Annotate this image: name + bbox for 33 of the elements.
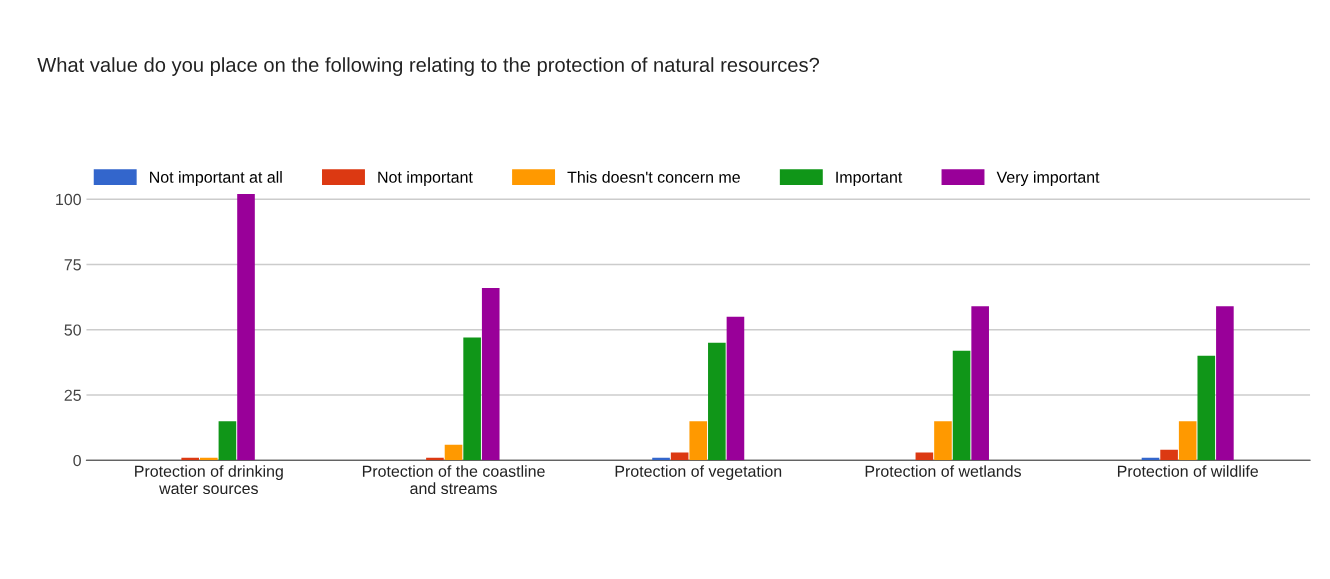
y-tick-label: 75 bbox=[64, 259, 81, 271]
bar bbox=[1216, 306, 1234, 461]
y-tick-label: 0 bbox=[73, 454, 81, 467]
bar bbox=[915, 452, 934, 461]
x-tick-label: Protection of wildlife bbox=[1117, 465, 1258, 477]
x-tick-label: Protection of drinking water sources bbox=[135, 465, 283, 495]
chart-title: What value do you place on the following relating to the protection of natural resources? bbox=[37, 57, 820, 76]
bar bbox=[481, 287, 500, 461]
bar bbox=[726, 316, 745, 461]
legend-label: Not important at all bbox=[150, 171, 282, 186]
legend-label: Important bbox=[836, 171, 903, 186]
bar bbox=[463, 337, 481, 461]
bar bbox=[1197, 355, 1216, 461]
bar bbox=[1160, 449, 1178, 461]
x-tick-label: Protection of vegetation bbox=[615, 465, 782, 481]
bar bbox=[1178, 421, 1197, 461]
bar bbox=[237, 193, 255, 461]
x-tick-label: Protection of wetlands bbox=[865, 465, 1021, 477]
bar bbox=[218, 421, 237, 461]
bar bbox=[670, 452, 689, 461]
bar bbox=[444, 444, 463, 461]
bar bbox=[971, 306, 989, 461]
legend-label: Very important bbox=[996, 171, 1100, 186]
legend-label: This doesn't concern me bbox=[567, 171, 740, 183]
bar bbox=[934, 421, 952, 461]
y-tick-label: 25 bbox=[64, 389, 81, 401]
bar bbox=[689, 421, 708, 461]
y-tick-label: 100 bbox=[56, 193, 81, 206]
bar bbox=[708, 342, 726, 461]
legend-label: Not important bbox=[378, 171, 473, 186]
x-tick-label: Protection of the coastline and streams bbox=[362, 465, 545, 495]
y-tick-label: 50 bbox=[64, 324, 81, 336]
bar bbox=[952, 350, 971, 461]
